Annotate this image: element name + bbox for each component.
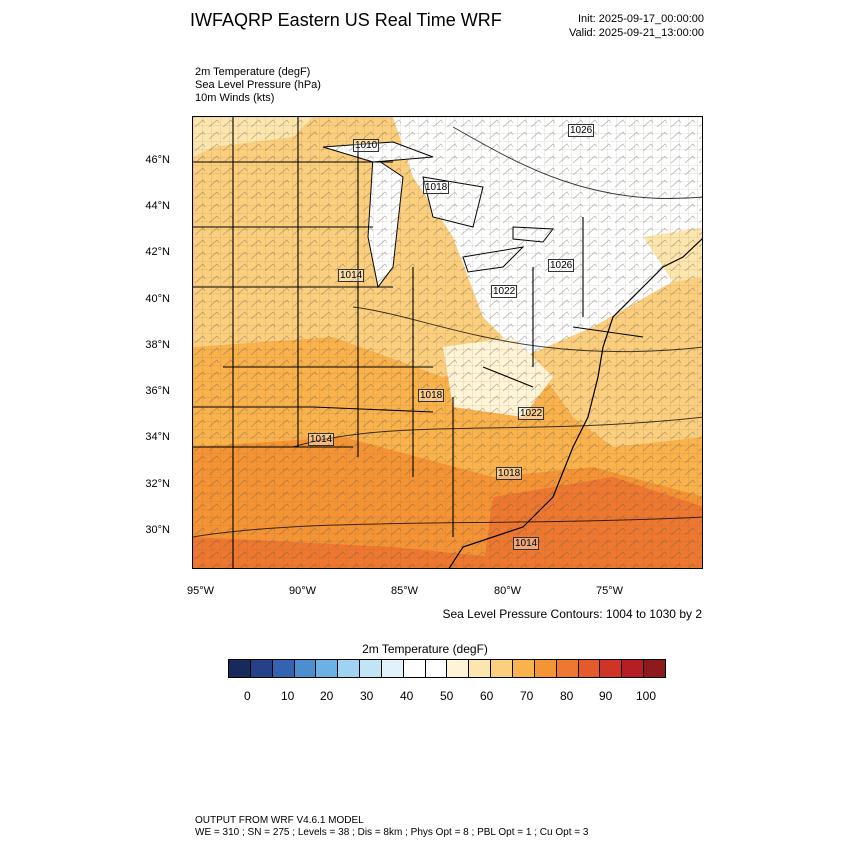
map-title: IWFAQRP Eastern US Real Time WRF [190, 10, 502, 30]
colorbar-swatch [316, 660, 339, 677]
lat-label: 44°N [145, 200, 170, 212]
colorbar-swatch [491, 660, 513, 677]
variable-winds: 10m Winds (kts) [195, 92, 275, 104]
slp-label: 1014 [308, 433, 335, 446]
colorbar-tick-label: 90 [599, 689, 613, 703]
colorbar-tick-label: 100 [636, 689, 657, 703]
lat-label: 30°N [145, 524, 170, 536]
colorbar-tick-label: 60 [480, 689, 494, 703]
slp-label: 1026 [568, 124, 595, 137]
valid-time: Valid: 2025-09-21_13:00:00 [569, 27, 704, 39]
lat-label: 36°N [145, 385, 170, 397]
lon-label: 95°W [187, 585, 215, 597]
colorbar-tick-label: 10 [281, 689, 295, 703]
weather-map: 1010 1026 1018 1014 1026 1022 1018 1022 … [192, 116, 703, 569]
colorbar-swatch [578, 660, 601, 677]
temperature-field [193, 117, 702, 568]
init-time: Init: 2025-09-17_00:00:00 [578, 13, 704, 25]
colorbar-swatch [338, 660, 361, 677]
colorbar-swatch [600, 660, 623, 677]
lat-label: 40°N [145, 293, 170, 305]
slp-label: 1014 [513, 537, 540, 550]
colorbar-swatch [229, 660, 251, 677]
colorbar-swatch [512, 660, 535, 677]
colorbar-tick-label: 50 [440, 689, 454, 703]
colorbar-swatch [250, 660, 273, 677]
colorbar-swatch [425, 660, 448, 677]
slp-label: 1014 [338, 269, 365, 282]
footer-config: WE = 310 ; SN = 275 ; Levels = 38 ; Dis … [195, 827, 589, 838]
lat-label: 46°N [145, 154, 170, 166]
colorbar-tick-label: 30 [360, 689, 374, 703]
colorbar-swatch [644, 660, 665, 677]
colorbar-tick-label: 80 [560, 689, 574, 703]
colorbar-swatch [360, 660, 382, 677]
colorbar-swatch [381, 660, 404, 677]
slp-label: 1026 [548, 259, 575, 272]
colorbar-swatch [534, 660, 557, 677]
colorbar-tick-label: 40 [400, 689, 414, 703]
colorbar-swatch [469, 660, 492, 677]
colorbar-tick-label: 20 [320, 689, 334, 703]
colorbar [228, 659, 666, 678]
colorbar-swatch [294, 660, 317, 677]
slp-label: 1010 [353, 139, 380, 152]
lat-label: 42°N [145, 246, 170, 258]
footer-model: OUTPUT FROM WRF V4.6.1 MODEL [195, 815, 364, 826]
lat-label: 32°N [145, 478, 170, 490]
slp-label: 1018 [418, 389, 445, 402]
lon-label: 75°W [596, 585, 624, 597]
colorbar-swatch [272, 660, 295, 677]
variable-pressure: Sea Level Pressure (hPa) [195, 79, 321, 91]
lat-label: 34°N [145, 431, 170, 443]
contour-note: Sea Level Pressure Contours: 1004 to 103… [442, 607, 703, 621]
slp-label: 1022 [518, 407, 545, 420]
colorbar-tick-label: 0 [244, 689, 251, 703]
variable-temperature: 2m Temperature (degF) [195, 66, 311, 78]
colorbar-swatch [403, 660, 426, 677]
lon-label: 90°W [289, 585, 317, 597]
slp-label: 1018 [496, 467, 523, 480]
lat-label: 38°N [145, 339, 170, 351]
colorbar-swatch [622, 660, 645, 677]
colorbar-swatch [447, 660, 470, 677]
lon-label: 85°W [391, 585, 419, 597]
colorbar-swatch [556, 660, 579, 677]
slp-label: 1018 [423, 181, 450, 194]
colorbar-title: 2m Temperature (degF) [362, 642, 488, 656]
colorbar-tick-label: 70 [520, 689, 534, 703]
lon-label: 80°W [494, 585, 522, 597]
slp-label: 1022 [491, 285, 518, 298]
